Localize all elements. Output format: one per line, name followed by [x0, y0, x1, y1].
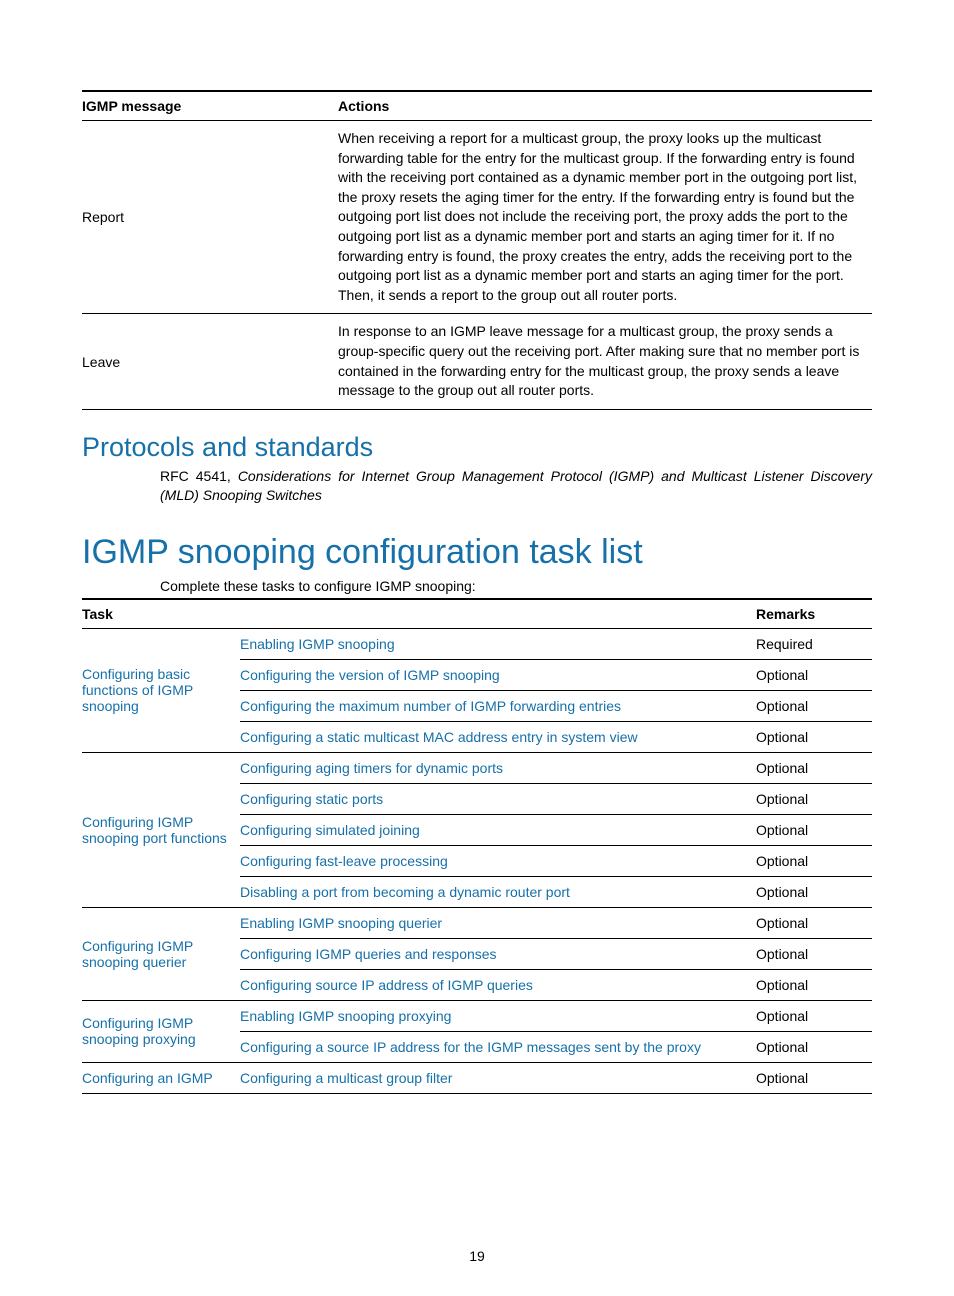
- subtask-link[interactable]: Configuring a multicast group filter: [240, 1070, 452, 1086]
- table-row: Configuring basic functions of IGMP snoo…: [82, 628, 872, 659]
- task-group-link[interactable]: Configuring IGMP snooping proxying: [82, 1015, 196, 1047]
- rfc-prefix: RFC 4541,: [160, 468, 238, 484]
- subtask-link[interactable]: Configuring a source IP address for the …: [240, 1039, 701, 1055]
- task-group-link[interactable]: Configuring IGMP snooping querier: [82, 938, 193, 970]
- task-group-link[interactable]: Configuring basic functions of IGMP snoo…: [82, 666, 193, 714]
- remark-cell: Optional: [756, 845, 872, 876]
- cell-action: When receiving a report for a multicast …: [338, 121, 872, 314]
- table-header-row: Task Remarks: [82, 599, 872, 629]
- igmp-message-table: IGMP message Actions Report When receivi…: [82, 90, 872, 410]
- subtask-cell: Configuring source IP address of IGMP qu…: [240, 969, 756, 1000]
- page-number: 19: [0, 1248, 954, 1264]
- table-row: Configuring IGMP snooping querierEnablin…: [82, 907, 872, 938]
- subtask-cell: Enabling IGMP snooping querier: [240, 907, 756, 938]
- subtask-cell: Disabling a port from becoming a dynamic…: [240, 876, 756, 907]
- subtask-link[interactable]: Enabling IGMP snooping proxying: [240, 1008, 451, 1024]
- subtask-link[interactable]: Configuring the version of IGMP snooping: [240, 667, 500, 683]
- table-header-row: IGMP message Actions: [82, 91, 872, 121]
- subtask-cell: Configuring a multicast group filter: [240, 1062, 756, 1093]
- subtask-cell: Configuring a static multicast MAC addre…: [240, 721, 756, 752]
- remark-cell: Optional: [756, 721, 872, 752]
- subtask-cell: Enabling IGMP snooping proxying: [240, 1000, 756, 1031]
- heading-task-list: IGMP snooping configuration task list: [82, 533, 872, 572]
- subtask-link[interactable]: Configuring the maximum number of IGMP f…: [240, 698, 621, 714]
- subtask-cell: Configuring IGMP queries and responses: [240, 938, 756, 969]
- subtask-cell: Configuring the maximum number of IGMP f…: [240, 690, 756, 721]
- remark-cell: Optional: [756, 938, 872, 969]
- header-remarks: Remarks: [756, 599, 872, 629]
- subtask-cell: Enabling IGMP snooping: [240, 628, 756, 659]
- header-igmp-message: IGMP message: [82, 91, 338, 121]
- task-group-cell: Configuring an IGMP: [82, 1062, 240, 1093]
- remark-cell: Optional: [756, 659, 872, 690]
- task-group-cell: Configuring IGMP snooping proxying: [82, 1000, 240, 1062]
- remark-cell: Optional: [756, 783, 872, 814]
- subtask-link[interactable]: Configuring source IP address of IGMP qu…: [240, 977, 533, 993]
- table-row: Leave In response to an IGMP leave messa…: [82, 314, 872, 409]
- subtask-cell: Configuring simulated joining: [240, 814, 756, 845]
- remark-cell: Optional: [756, 1000, 872, 1031]
- subtask-link[interactable]: Configuring IGMP queries and responses: [240, 946, 497, 962]
- document-page: IGMP message Actions Report When receivi…: [0, 0, 954, 1296]
- subtask-link[interactable]: Enabling IGMP snooping querier: [240, 915, 442, 931]
- remark-cell: Optional: [756, 1031, 872, 1062]
- header-actions: Actions: [338, 91, 872, 121]
- subtask-link[interactable]: Enabling IGMP snooping: [240, 636, 395, 652]
- remark-cell: Optional: [756, 690, 872, 721]
- subtask-cell: Configuring fast-leave processing: [240, 845, 756, 876]
- subtask-cell: Configuring static ports: [240, 783, 756, 814]
- cell-action: In response to an IGMP leave message for…: [338, 314, 872, 409]
- subtask-link[interactable]: Configuring static ports: [240, 791, 383, 807]
- remark-cell: Optional: [756, 814, 872, 845]
- subtask-cell: Configuring a source IP address for the …: [240, 1031, 756, 1062]
- task-group-link[interactable]: Configuring IGMP snooping port functions: [82, 814, 227, 846]
- subtask-link[interactable]: Configuring fast-leave processing: [240, 853, 448, 869]
- remark-cell: Optional: [756, 876, 872, 907]
- cell-message: Leave: [82, 314, 338, 409]
- remark-cell: Optional: [756, 907, 872, 938]
- subtask-cell: Configuring aging timers for dynamic por…: [240, 752, 756, 783]
- remark-cell: Optional: [756, 752, 872, 783]
- task-group-cell: Configuring basic functions of IGMP snoo…: [82, 628, 240, 752]
- subtask-link[interactable]: Configuring simulated joining: [240, 822, 420, 838]
- subtask-link[interactable]: Configuring aging timers for dynamic por…: [240, 760, 503, 776]
- heading-protocols: Protocols and standards: [82, 432, 872, 463]
- header-task: Task: [82, 599, 756, 629]
- rfc-paragraph: RFC 4541, Considerations for Internet Gr…: [160, 467, 872, 505]
- task-group-cell: Configuring IGMP snooping querier: [82, 907, 240, 1000]
- cell-message: Report: [82, 121, 338, 314]
- table-row: Report When receiving a report for a mul…: [82, 121, 872, 314]
- task-group-link[interactable]: Configuring an IGMP: [82, 1070, 213, 1086]
- subtask-link[interactable]: Disabling a port from becoming a dynamic…: [240, 884, 570, 900]
- task-list-table: Task Remarks Configuring basic functions…: [82, 598, 872, 1094]
- remark-cell: Optional: [756, 969, 872, 1000]
- task-list-intro: Complete these tasks to configure IGMP s…: [160, 578, 872, 594]
- rfc-title: Considerations for Internet Group Manage…: [160, 468, 872, 503]
- table-row: Configuring IGMP snooping proxyingEnabli…: [82, 1000, 872, 1031]
- table-row: Configuring IGMP snooping port functions…: [82, 752, 872, 783]
- subtask-cell: Configuring the version of IGMP snooping: [240, 659, 756, 690]
- subtask-link[interactable]: Configuring a static multicast MAC addre…: [240, 729, 638, 745]
- table-row: Configuring an IGMP Configuring a multica…: [82, 1062, 872, 1093]
- task-group-cell: Configuring IGMP snooping port functions: [82, 752, 240, 907]
- remark-cell: Optional: [756, 1062, 872, 1093]
- remark-cell: Required: [756, 628, 872, 659]
